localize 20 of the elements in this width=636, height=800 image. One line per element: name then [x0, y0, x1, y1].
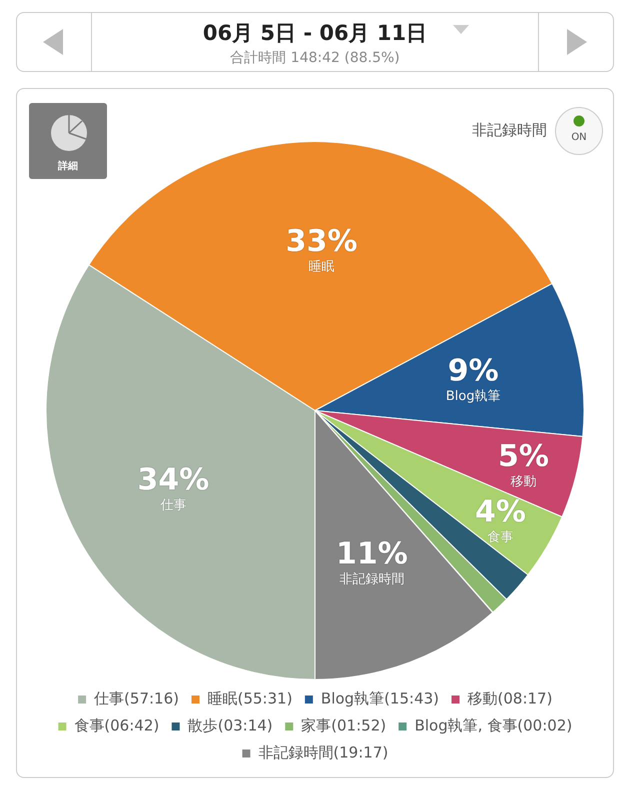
data-label: 11% 非記録時間 [336, 536, 408, 587]
legend-label: 食事(06:42) [74, 716, 160, 734]
legend-label: 睡眠(55:31) [207, 689, 292, 708]
data-label: 34% 仕事 [137, 462, 210, 514]
legend-label: 散歩(03:14) [188, 716, 273, 734]
toggle-switch: ON [555, 107, 603, 155]
legend-label: 仕事(57:16) [93, 689, 179, 708]
pie-chart-icon: 詳細 [29, 103, 107, 179]
legend-label: Blog執筆(15:43) [320, 689, 440, 708]
chart-title: 06月 5日 - 06月 11日 [202, 20, 428, 47]
data-label: 33% 睡眠 [286, 224, 358, 275]
legend-label: 家事(01:52) [301, 716, 386, 734]
data-label: 4% 食事 [475, 494, 526, 546]
legend-label: 非記録時間(19:17) [258, 743, 388, 762]
chart-subtitle: 合計時間 148:42 (88.5%) [229, 49, 401, 67]
data-label: 5% 移動 [498, 438, 549, 490]
text: 非記録時間 [472, 121, 547, 140]
data-label: 9% Blog執筆 [446, 354, 501, 404]
legend-label: Blog執筆, 食事(00:02) [414, 716, 572, 734]
legend-label: 移動(08:17) [468, 689, 552, 708]
